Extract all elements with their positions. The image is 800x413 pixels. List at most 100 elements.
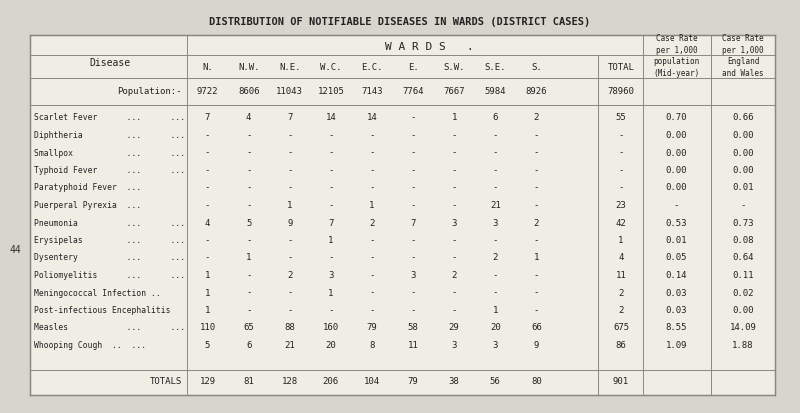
Text: 0.00: 0.00 bbox=[732, 166, 754, 175]
Text: -: - bbox=[246, 271, 251, 280]
Text: -: - bbox=[370, 149, 374, 157]
Text: 128: 128 bbox=[282, 377, 298, 387]
Text: Meningococcal Infection ..: Meningococcal Infection .. bbox=[34, 289, 161, 297]
Text: Erysipelas         ...      ...: Erysipelas ... ... bbox=[34, 236, 185, 245]
Text: -: - bbox=[205, 201, 210, 210]
Text: 1: 1 bbox=[246, 254, 251, 263]
Text: Population:-: Population:- bbox=[118, 88, 182, 97]
Text: Case Rate
per 1,000
population
(Mid-year): Case Rate per 1,000 population (Mid-year… bbox=[654, 34, 700, 78]
Text: 14: 14 bbox=[326, 114, 336, 123]
Text: -: - bbox=[205, 254, 210, 263]
Text: 2: 2 bbox=[370, 218, 374, 228]
Text: -: - bbox=[246, 306, 251, 315]
Text: 7: 7 bbox=[205, 114, 210, 123]
Text: Poliomyelitis      ...      ...: Poliomyelitis ... ... bbox=[34, 271, 185, 280]
Text: -: - bbox=[618, 131, 624, 140]
Text: -: - bbox=[451, 289, 457, 297]
Text: 7: 7 bbox=[410, 218, 416, 228]
Text: Typhoid Fever      ...      ...: Typhoid Fever ... ... bbox=[34, 166, 185, 175]
Text: -: - bbox=[370, 183, 374, 192]
Text: -: - bbox=[246, 289, 251, 297]
Text: -: - bbox=[370, 166, 374, 175]
Text: .: . bbox=[466, 42, 474, 52]
Text: 0.00: 0.00 bbox=[666, 183, 687, 192]
Text: -: - bbox=[410, 289, 416, 297]
Text: -: - bbox=[287, 289, 293, 297]
Text: -: - bbox=[451, 166, 457, 175]
Text: 7667: 7667 bbox=[443, 88, 465, 97]
Text: -: - bbox=[205, 183, 210, 192]
Text: 7764: 7764 bbox=[402, 88, 424, 97]
Text: 7: 7 bbox=[328, 218, 334, 228]
Text: -: - bbox=[287, 149, 293, 157]
Text: 0.00: 0.00 bbox=[732, 149, 754, 157]
Text: 1: 1 bbox=[534, 254, 539, 263]
Text: -: - bbox=[674, 201, 679, 210]
Text: 79: 79 bbox=[408, 377, 418, 387]
Text: S.: S. bbox=[531, 64, 542, 73]
Text: W A R D S: W A R D S bbox=[385, 42, 446, 52]
Text: 1: 1 bbox=[205, 271, 210, 280]
Text: 1: 1 bbox=[328, 289, 334, 297]
Text: Scarlet Fever      ...      ...: Scarlet Fever ... ... bbox=[34, 114, 185, 123]
Text: 2: 2 bbox=[534, 114, 539, 123]
Text: -: - bbox=[618, 183, 624, 192]
Text: -: - bbox=[451, 236, 457, 245]
Text: 38: 38 bbox=[449, 377, 459, 387]
Text: -: - bbox=[493, 149, 498, 157]
Text: 1: 1 bbox=[205, 306, 210, 315]
Text: 0.08: 0.08 bbox=[732, 236, 754, 245]
Text: N.E.: N.E. bbox=[279, 64, 301, 73]
Text: 11: 11 bbox=[616, 271, 626, 280]
Text: -: - bbox=[534, 131, 539, 140]
Text: -: - bbox=[410, 201, 416, 210]
Text: 0.64: 0.64 bbox=[732, 254, 754, 263]
Text: -: - bbox=[370, 271, 374, 280]
Text: 11: 11 bbox=[408, 341, 418, 350]
Text: 66: 66 bbox=[531, 323, 542, 332]
Text: 0.00: 0.00 bbox=[732, 131, 754, 140]
Text: -: - bbox=[534, 166, 539, 175]
Text: -: - bbox=[410, 149, 416, 157]
Text: -: - bbox=[328, 306, 334, 315]
Text: 5984: 5984 bbox=[485, 88, 506, 97]
Text: 8: 8 bbox=[370, 341, 374, 350]
Text: 160: 160 bbox=[322, 323, 339, 332]
Text: -: - bbox=[618, 166, 624, 175]
Text: -: - bbox=[328, 183, 334, 192]
Text: 2: 2 bbox=[618, 289, 624, 297]
Text: Whooping Cough  ..  ...: Whooping Cough .. ... bbox=[34, 341, 146, 350]
Text: TOTAL: TOTAL bbox=[607, 64, 634, 73]
Text: -: - bbox=[246, 166, 251, 175]
Text: 9: 9 bbox=[534, 341, 539, 350]
Text: 206: 206 bbox=[322, 377, 339, 387]
Text: -: - bbox=[287, 183, 293, 192]
Text: 4: 4 bbox=[205, 218, 210, 228]
Text: -: - bbox=[451, 131, 457, 140]
Text: 8.55: 8.55 bbox=[666, 323, 687, 332]
Text: Dysentery          ...      ...: Dysentery ... ... bbox=[34, 254, 185, 263]
Text: -: - bbox=[451, 149, 457, 157]
Text: 5: 5 bbox=[205, 341, 210, 350]
Text: -: - bbox=[328, 201, 334, 210]
Text: 42: 42 bbox=[616, 218, 626, 228]
Text: 44: 44 bbox=[9, 245, 21, 255]
Text: -: - bbox=[410, 306, 416, 315]
Text: -: - bbox=[493, 271, 498, 280]
Text: -: - bbox=[451, 183, 457, 192]
Text: 6: 6 bbox=[246, 341, 251, 350]
Text: -: - bbox=[246, 201, 251, 210]
Text: 8926: 8926 bbox=[526, 88, 547, 97]
Text: 3: 3 bbox=[493, 341, 498, 350]
Text: 9: 9 bbox=[287, 218, 293, 228]
Text: 0.70: 0.70 bbox=[666, 114, 687, 123]
Text: DISTRIBUTION OF NOTIFIABLE DISEASES IN WARDS (DISTRICT CASES): DISTRIBUTION OF NOTIFIABLE DISEASES IN W… bbox=[210, 17, 590, 27]
Text: 0.11: 0.11 bbox=[732, 271, 754, 280]
Text: 3: 3 bbox=[451, 218, 457, 228]
Text: E.C.: E.C. bbox=[362, 64, 382, 73]
Text: 0.01: 0.01 bbox=[666, 236, 687, 245]
Text: -: - bbox=[287, 254, 293, 263]
Text: TOTALS: TOTALS bbox=[150, 377, 182, 387]
Text: -: - bbox=[534, 183, 539, 192]
Text: 1: 1 bbox=[618, 236, 624, 245]
